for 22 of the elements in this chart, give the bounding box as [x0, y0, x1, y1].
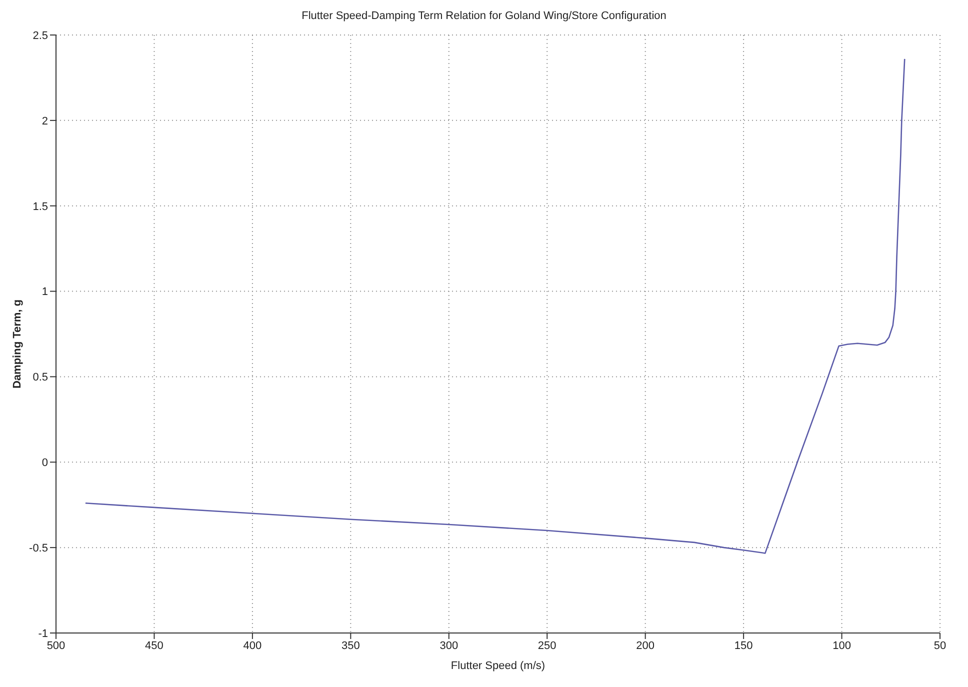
x-tick-label: 350: [341, 640, 360, 652]
y-tick-label: 2.5: [32, 30, 48, 42]
y-tick-label: 0.5: [32, 372, 48, 384]
y-axis-title: Damping Term, g: [12, 298, 24, 388]
y-tick-label: 1.5: [32, 200, 48, 213]
x-tick-label: 200: [636, 640, 655, 652]
y-tick-label: -0.5: [29, 542, 48, 554]
y-tick-label: 2: [42, 115, 48, 128]
x-axis-title: Flutter Speed (m/s): [450, 660, 546, 672]
x-tick-label: 100: [832, 640, 851, 652]
y-tick-label: 0: [42, 457, 48, 470]
y-tick-label: -1: [38, 628, 48, 640]
x-tick-label: 150: [734, 640, 753, 652]
y-tick-label: 1: [42, 286, 48, 298]
x-tick-label: 500: [46, 640, 66, 652]
x-tick-label: 450: [145, 640, 164, 652]
x-tick-label: 250: [538, 640, 556, 652]
x-tick-label: 50: [934, 640, 946, 652]
line-series: [84, 58, 906, 554]
x-tick-label: 300: [440, 640, 458, 652]
x-tick-label: 400: [243, 640, 262, 652]
chart-title: Flutter Speed-Damping Term Relation for Goland Wing/Store Configuration: [300, 10, 668, 22]
